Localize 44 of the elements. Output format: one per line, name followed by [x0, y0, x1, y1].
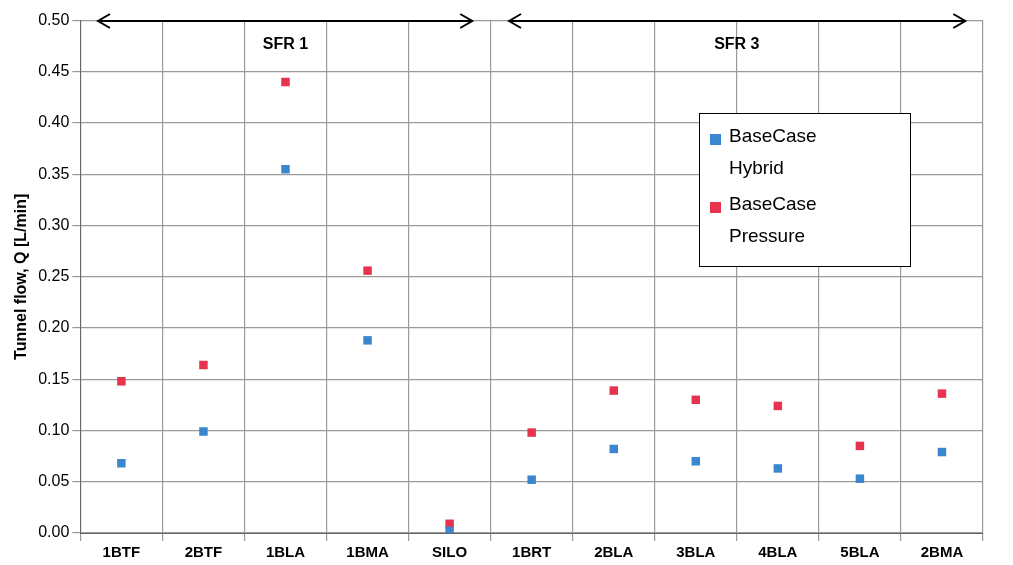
y-tick-label: 0.35: [38, 164, 70, 182]
point: [363, 266, 372, 275]
x-tick-label: 1BRT: [512, 543, 552, 561]
x-tick-label: 5BLA: [840, 543, 880, 561]
x-tick-label: 1BTF: [102, 543, 141, 561]
point: [773, 464, 783, 473]
y-tick-label: 0.15: [38, 369, 70, 387]
point: [691, 457, 701, 466]
point: [855, 474, 865, 483]
point: [937, 389, 947, 398]
y-tick-label: 0.25: [38, 267, 70, 285]
annotation: SFR 3: [713, 34, 761, 53]
legend-label: BaseCase Hybrid: [729, 123, 818, 180]
point: [199, 427, 208, 436]
point: [445, 526, 454, 533]
x-tick-label: 2BTF: [184, 543, 223, 561]
x-tick-label: 1BMA: [346, 543, 389, 561]
x-tick-label: 4BLA: [758, 543, 798, 561]
y-axis-title: Tunnel flow, Q [L/min]: [12, 193, 30, 360]
y-tick-label: 0.10: [38, 420, 70, 438]
annotation: SFR 1: [261, 34, 310, 53]
y-tick-label: 0.00: [38, 523, 70, 541]
point: [363, 336, 372, 345]
point: [117, 459, 126, 468]
point: [117, 377, 126, 386]
point: [527, 428, 536, 437]
x-tick-label: 1BLA: [265, 543, 306, 561]
y-tick-label: 0.45: [38, 62, 70, 80]
y-tick-label: 0.05: [38, 472, 70, 490]
x-tick-label: SILO: [432, 543, 468, 561]
point: [281, 77, 290, 87]
y-tick-label: 0.30: [38, 215, 70, 233]
x-tick-label: 2BMA: [920, 543, 964, 561]
point: [609, 386, 618, 395]
x-tick-label: 3BLA: [676, 543, 716, 561]
legend-label: BaseCase Pressure: [729, 191, 818, 248]
x-tick-label: 2BLA: [594, 543, 634, 561]
point: [199, 360, 208, 370]
y-tick-label: 0.50: [38, 11, 70, 29]
y-tick-label: 0.20: [38, 318, 70, 336]
y-tick-label: 0.40: [38, 113, 70, 131]
point: [281, 164, 290, 174]
point: [527, 475, 536, 484]
point: [609, 444, 618, 454]
